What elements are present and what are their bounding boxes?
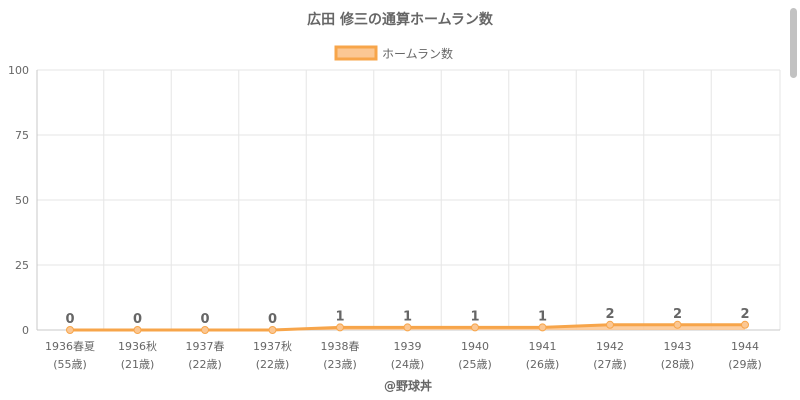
x-tick-age-label: (23歳) (323, 358, 357, 371)
series-points (66, 320, 749, 334)
x-tick-age-label: (24歳) (391, 358, 425, 371)
legend-label: ホームラン数 (382, 46, 453, 61)
data-label: 1 (538, 309, 547, 324)
x-tick-label: 1938春 (321, 340, 360, 353)
data-point[interactable] (471, 323, 479, 332)
data-point[interactable] (133, 326, 142, 334)
x-tick-age-label: (27歳) (593, 358, 627, 371)
data-label: 1 (335, 309, 344, 324)
x-tick-label: 1941 (529, 340, 557, 353)
data-label: 2 (673, 307, 682, 322)
x-axis: 1936春夏 (55歳) 1936秋 (21歳) 1937春 (22歳) 1937秋 (22歳… (37, 329, 780, 371)
legend[interactable]: ホームラン数 (334, 45, 453, 61)
y-axis: 0 25 50 75 100 (8, 64, 38, 337)
data-label: 2 (740, 307, 749, 322)
x-tick-label: 1944 (731, 340, 759, 353)
x-tick-age-label: (25歳) (458, 358, 492, 371)
data-label: 0 (65, 312, 74, 327)
x-tick-age-label: (29歳) (728, 358, 762, 371)
y-tick-label: 25 (15, 259, 29, 272)
chart-title: 広田 修三の通算ホームラン数 (307, 11, 494, 28)
data-point[interactable] (201, 326, 209, 334)
x-tick-age-label: (26歳) (526, 358, 560, 371)
x-tick-label: 1943 (664, 340, 692, 353)
data-point[interactable] (538, 323, 547, 332)
data-labels: 0 0 0 0 1 1 1 1 2 2 2 (65, 307, 749, 327)
x-tick-label: 1942 (596, 340, 624, 353)
data-label: 2 (605, 307, 614, 322)
x-tick-age-label: (28歳) (661, 358, 695, 371)
x-tick-label: 1937秋 (253, 339, 292, 353)
x-tick-label: 1936秋 (118, 339, 157, 353)
data-label: 0 (133, 312, 142, 327)
data-point[interactable] (66, 326, 74, 334)
x-tick-age-label: (55歳) (53, 358, 87, 371)
data-point[interactable] (268, 326, 277, 334)
data-label: 1 (403, 309, 412, 324)
x-tick-label: 1939 (394, 340, 422, 353)
x-tick-age-label: (22歳) (188, 358, 222, 371)
data-label: 1 (470, 309, 479, 324)
grid (36, 69, 781, 331)
data-point[interactable] (741, 320, 749, 329)
data-label: 0 (200, 312, 209, 327)
y-tick-label: 100 (8, 64, 29, 77)
data-label: 0 (268, 312, 277, 327)
y-tick-label: 75 (15, 129, 29, 142)
scrollbar-thumb[interactable] (790, 8, 797, 78)
y-tick-label: 0 (22, 324, 29, 337)
data-point[interactable] (403, 323, 412, 332)
legend-swatch (334, 45, 378, 61)
x-tick-age-label: (21歳) (121, 358, 155, 371)
data-point[interactable] (336, 323, 344, 332)
x-tick-label: 1940 (461, 340, 489, 353)
y-tick-label: 50 (15, 194, 29, 207)
x-tick-label: 1936春夏 (45, 340, 95, 353)
data-point[interactable] (606, 320, 614, 329)
x-tick-age-label: (22歳) (256, 358, 290, 371)
credit-label: @野球丼 (384, 378, 432, 393)
data-point[interactable] (673, 320, 682, 329)
x-tick-label: 1937春 (186, 340, 225, 353)
